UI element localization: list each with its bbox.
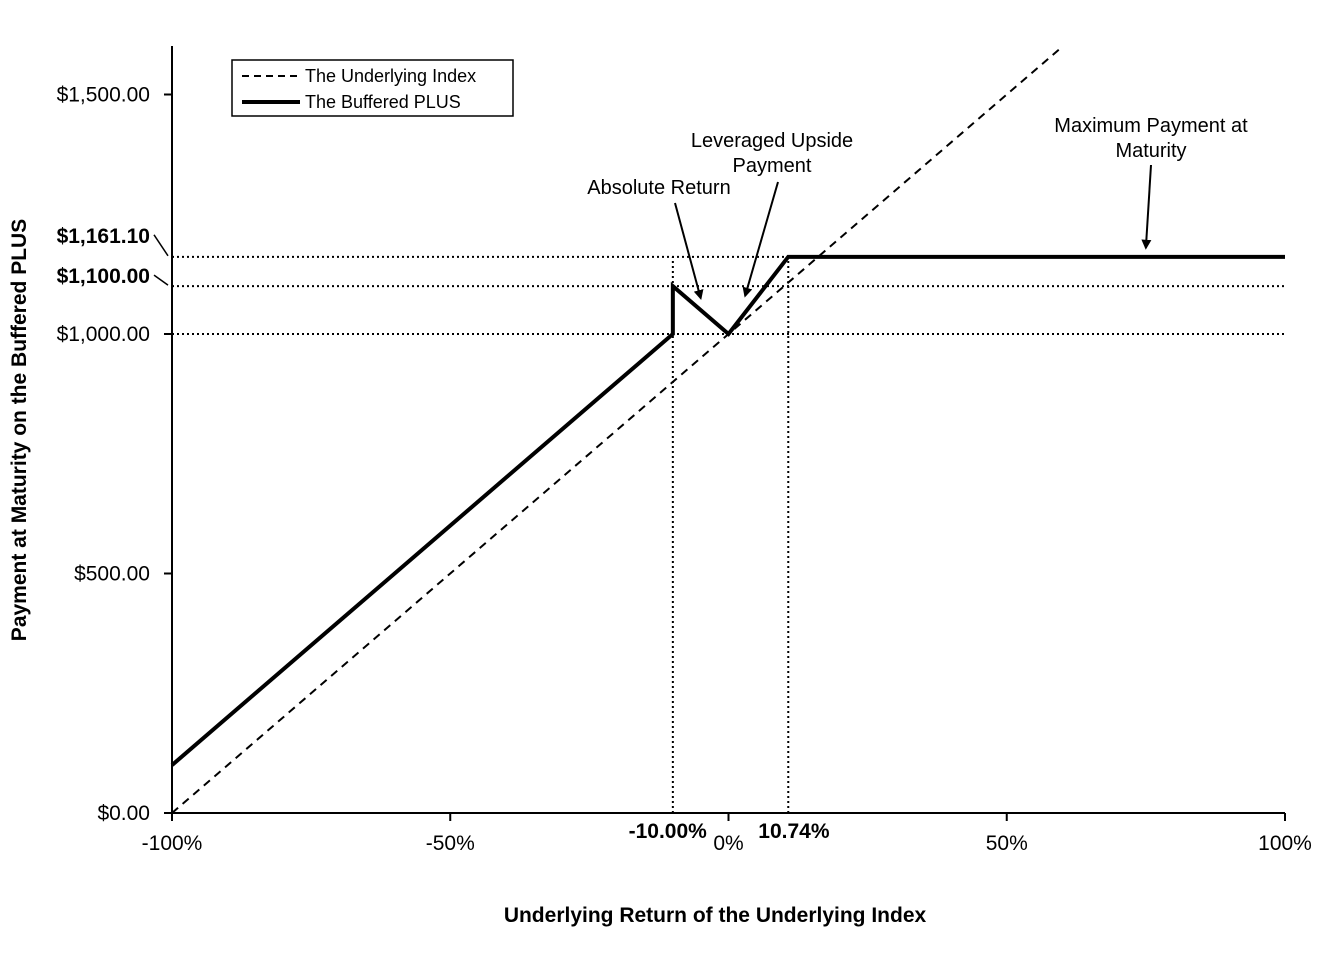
x-tick-label: 50%: [986, 832, 1028, 855]
y-tick-label: $1,000.00: [57, 323, 150, 346]
series-underlying-index: [171, 45, 1064, 814]
annotation-text: Leveraged Upside: [691, 130, 853, 152]
y-tick-label: $500.00: [74, 563, 150, 586]
legend-label-plus: The Buffered PLUS: [305, 92, 461, 112]
annotation-text: Maximum Payment at: [1054, 115, 1248, 137]
annotation-arrow: [742, 181, 779, 298]
annotation-text: Absolute Return: [587, 177, 730, 199]
legend-label-underlying: The Underlying Index: [305, 66, 476, 86]
x-tick-label: -50%: [426, 832, 475, 855]
y-axis-title: Payment at Maturity on the Buffered PLUS: [8, 219, 31, 641]
x-axis-title: Underlying Return of the Underlying Inde…: [504, 904, 927, 927]
legend-box: [231, 59, 514, 117]
x-marked-label: -10.00%: [629, 820, 708, 843]
y-tick-label: $0.00: [97, 802, 150, 825]
annotation-text: Payment: [733, 155, 812, 177]
y-marked-label: $1,161.10: [57, 225, 150, 248]
y-marked-label: $1,100.00: [57, 265, 150, 288]
series-buffered-plus: [170, 254, 1285, 767]
legend: The Underlying Index The Buffered PLUS: [231, 59, 514, 117]
annotation-text: Maturity: [1115, 140, 1186, 162]
x-marked-label: 10.74%: [758, 820, 830, 843]
x-tick-label: 100%: [1258, 832, 1312, 855]
y-marked-leader: [153, 234, 169, 257]
x-tick-label: 0%: [713, 832, 743, 855]
y-tick-label: $1,500.00: [57, 84, 150, 107]
y-marked-leader: [153, 274, 169, 286]
annotation-arrow: [674, 202, 704, 301]
x-tick-label: -100%: [142, 832, 203, 855]
annotation-arrow: [1141, 164, 1152, 250]
